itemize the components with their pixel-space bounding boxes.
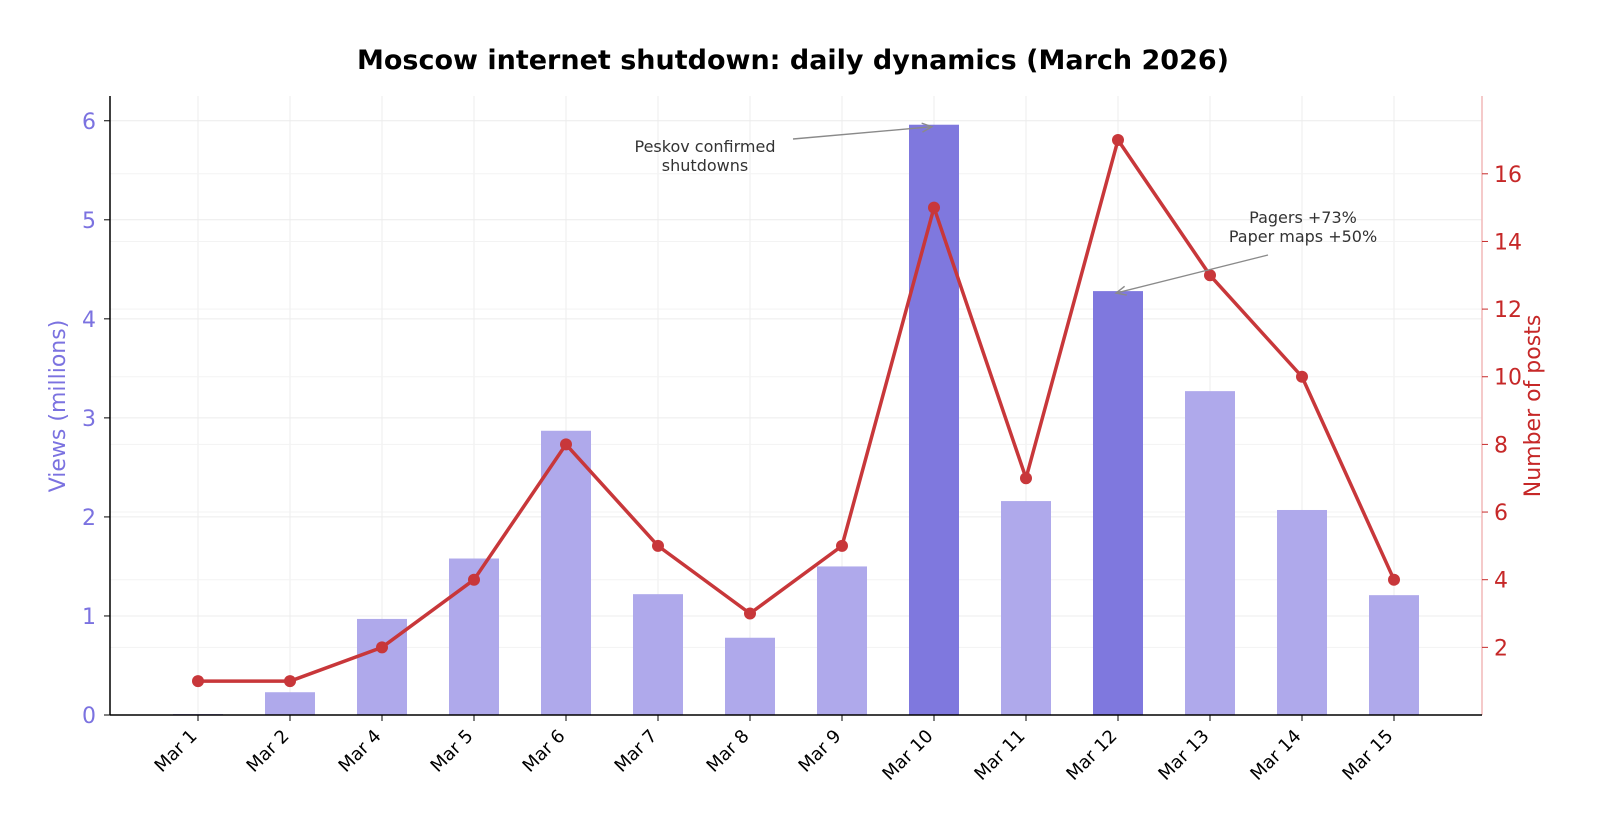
bar bbox=[725, 637, 775, 715]
bar bbox=[265, 692, 315, 715]
y-axis-label-left: Views (millions) bbox=[46, 320, 71, 493]
bar bbox=[1093, 291, 1143, 715]
bar bbox=[817, 566, 867, 715]
x-tick-label: Mar 5 bbox=[427, 726, 478, 777]
annotation-arrow bbox=[792, 126, 933, 140]
y-tick-label-right: 12 bbox=[1494, 298, 1522, 323]
posts-point bbox=[1388, 573, 1400, 586]
y-tick-label-right: 6 bbox=[1494, 501, 1508, 526]
posts-point bbox=[744, 607, 756, 620]
y-tick-label-left: 2 bbox=[82, 506, 96, 531]
bar bbox=[633, 594, 683, 715]
posts-point bbox=[1296, 370, 1308, 383]
posts-point bbox=[376, 641, 388, 654]
y-axis-label-right: Number of posts bbox=[1521, 315, 1546, 498]
x-tick-label: Mar 7 bbox=[611, 726, 662, 777]
y-tick-label-right: 8 bbox=[1494, 433, 1508, 458]
bar bbox=[1277, 509, 1327, 715]
chart-title: Moscow internet shutdown: daily dynamics… bbox=[357, 45, 1229, 76]
y-tick-label-left: 1 bbox=[82, 605, 96, 630]
posts-point bbox=[468, 573, 480, 586]
annotation-text: Peskov confirmed bbox=[635, 137, 776, 156]
y-tick-label-left: 4 bbox=[82, 308, 96, 333]
posts-point bbox=[1204, 269, 1216, 282]
bar bbox=[1185, 391, 1235, 715]
y-tick-label-right: 16 bbox=[1494, 163, 1522, 188]
bar bbox=[1001, 501, 1051, 715]
y-tick-label-left: 6 bbox=[82, 110, 96, 135]
bar bbox=[909, 124, 959, 715]
x-tick-label: Mar 10 bbox=[878, 726, 937, 785]
annotation-text: shutdowns bbox=[662, 156, 748, 175]
x-tick-label: Mar 9 bbox=[795, 726, 846, 777]
posts-line bbox=[198, 138, 1396, 683]
grid bbox=[110, 96, 1482, 716]
x-tick-label: Mar 8 bbox=[703, 726, 754, 777]
y-tick-label-right: 2 bbox=[1494, 636, 1508, 661]
bars bbox=[173, 124, 1419, 715]
bar bbox=[1369, 595, 1419, 715]
bar bbox=[541, 430, 591, 715]
y-tick-label-right: 10 bbox=[1494, 366, 1522, 391]
x-tick-label: Mar 13 bbox=[1154, 726, 1213, 785]
posts-point bbox=[836, 539, 848, 552]
x-tick-label: Mar 15 bbox=[1338, 726, 1397, 785]
x-tick-label: Mar 12 bbox=[1062, 726, 1121, 785]
y-tick-label-right: 4 bbox=[1494, 569, 1508, 594]
posts-point bbox=[560, 438, 572, 451]
line-series bbox=[192, 133, 1400, 688]
x-tick-label: Mar 14 bbox=[1246, 726, 1305, 785]
posts-point bbox=[192, 675, 204, 688]
annotation-arrowhead bbox=[1114, 285, 1127, 296]
x-tick-label: Mar 1 bbox=[151, 726, 202, 777]
posts-point bbox=[652, 539, 664, 552]
posts-point bbox=[284, 675, 296, 688]
x-tick-label: Mar 11 bbox=[970, 726, 1029, 785]
y-tick-label-left: 0 bbox=[82, 704, 96, 729]
y-tick-label-left: 3 bbox=[82, 407, 96, 432]
annotation-text: Pagers +73% bbox=[1249, 208, 1357, 227]
x-tick-label: Mar 4 bbox=[335, 726, 386, 777]
annotation-arrow bbox=[1115, 254, 1269, 294]
y-tick-label-right: 14 bbox=[1494, 230, 1522, 255]
annotation-arrowhead bbox=[921, 122, 934, 133]
x-tick-label: Mar 2 bbox=[243, 726, 294, 777]
posts-point bbox=[1020, 472, 1032, 485]
x-tick-label: Mar 6 bbox=[519, 726, 570, 777]
y-tick-label-left: 5 bbox=[82, 209, 96, 234]
posts-point bbox=[928, 201, 940, 214]
annotation-text: Paper maps +50% bbox=[1229, 227, 1377, 246]
posts-point bbox=[1112, 133, 1124, 146]
